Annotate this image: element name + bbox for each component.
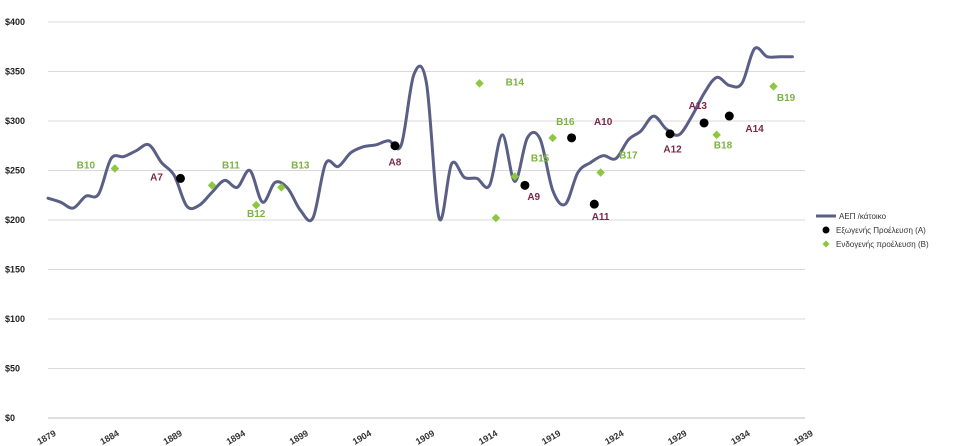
marker-b14 (491, 213, 501, 223)
marker-b16 (548, 133, 557, 143)
x-axis: 1879 1884 1889 1894 1899 1904 1909 1914 1919 1924… (35, 417, 815, 446)
x-tick-label: 1939 (792, 428, 814, 446)
marker-b10 (110, 164, 120, 173)
label-b17: B17 (619, 151, 638, 162)
legend-exogenous-swatch (822, 226, 830, 234)
legend-label: ΑΕΠ /κάτοικο (839, 212, 887, 221)
legend-endogenous-swatch (822, 240, 830, 248)
x-tick-label: 1879 (35, 428, 57, 446)
y-axis: $0 $50 $100 $150 $200 $250 $300 $350 $400 (5, 17, 25, 423)
marker-b17 (596, 168, 605, 177)
x-tick-label: 1919 (540, 428, 562, 446)
x-tick-label: 1884 (98, 428, 120, 446)
legend: ΑΕΠ /κάτοικο Εξωγενής Προέλευση (Α) Ενδογε… (816, 212, 929, 249)
label-a8: A8 (389, 158, 402, 169)
label-a14: A14 (745, 124, 764, 135)
series-layer (46, 46, 794, 223)
label-a9: A9 (527, 192, 540, 203)
marker-b14 (475, 79, 484, 88)
y-tick-label: $150 (5, 265, 25, 275)
marker-a13 (699, 118, 709, 128)
label-b16: B16 (556, 117, 575, 128)
gridlines (48, 21, 805, 419)
label-b19: B19 (777, 93, 796, 104)
label-b12: B12 (247, 209, 266, 220)
marker-a9 (520, 180, 530, 190)
label-b11: B11 (222, 161, 240, 172)
x-tick-label: 1914 (477, 428, 499, 446)
x-tick-label: 1889 (161, 428, 183, 446)
marker-a11 (589, 199, 599, 209)
label-a12: A12 (663, 145, 682, 156)
marker-b18 (712, 130, 721, 140)
marker-labels: B10 A7 B11 B12 B13 A8 B14 B15 A9 B16 A10 B17 A11 A12 A… (77, 77, 796, 223)
x-tick-label: 1924 (603, 428, 625, 446)
y-tick-label: $50 (5, 364, 20, 374)
y-tick-label: $200 (5, 215, 25, 225)
x-tick-label: 1909 (414, 428, 436, 446)
marker-b19 (769, 82, 778, 91)
y-tick-label: $350 (5, 67, 25, 77)
label-b13: B13 (291, 161, 310, 172)
marker-a7 (175, 173, 185, 183)
legend-label: Εξωγενής Προέλευση (Α) (836, 226, 926, 235)
y-tick-label: $300 (5, 116, 25, 126)
x-tick-label: 1904 (351, 428, 373, 446)
y-tick-label: $250 (5, 166, 25, 176)
label-a10: A10 (594, 117, 613, 128)
label-a13: A13 (689, 101, 708, 112)
marker-b11 (207, 181, 217, 190)
label-b14: B14 (506, 77, 525, 88)
y-tick-label: $400 (5, 17, 25, 27)
gdp-series-line (46, 46, 794, 223)
x-tick-label: 1929 (666, 428, 688, 446)
x-tick-label: 1894 (225, 428, 247, 446)
marker-a8 (390, 141, 400, 151)
x-tick-label: 1899 (288, 428, 310, 446)
marker-b13 (277, 183, 286, 192)
marker-b15 (510, 172, 520, 181)
marker-a12 (665, 129, 675, 139)
y-tick-label: $0 (5, 413, 15, 423)
label-a7: A7 (150, 172, 163, 183)
y-tick-label: $100 (5, 314, 25, 324)
marker-a10 (567, 133, 577, 143)
legend-label: Ενδογενής προέλευση (Β) (836, 240, 929, 249)
x-tick-label: 1934 (729, 428, 751, 446)
label-b18: B18 (714, 141, 733, 152)
marker-a14 (724, 111, 734, 121)
label-a11: A11 (592, 212, 610, 223)
label-b10: B10 (77, 161, 96, 172)
label-b15: B15 (531, 154, 550, 165)
